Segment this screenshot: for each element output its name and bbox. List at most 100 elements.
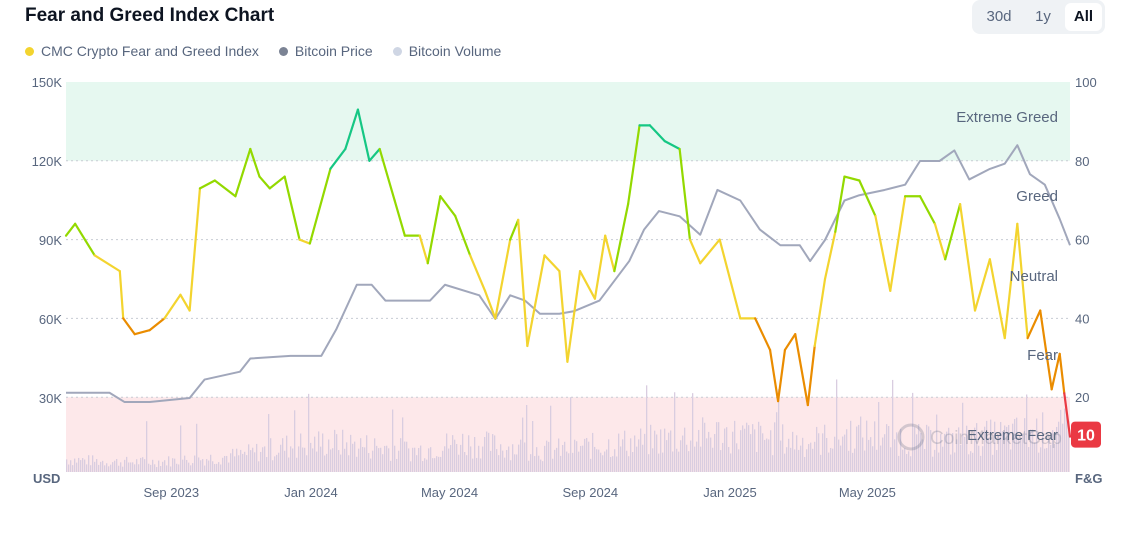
volume-bar	[92, 455, 94, 472]
zone-label: Extreme Greed	[956, 109, 1058, 126]
x-axis-tick-label: Sep 2023	[143, 485, 199, 500]
volume-bar	[284, 450, 286, 472]
volume-bar	[538, 455, 540, 472]
volume-bar	[716, 422, 718, 472]
volume-bar	[866, 420, 868, 472]
volume-bar	[664, 428, 666, 472]
volume-bar	[682, 435, 684, 472]
volume-bar	[306, 455, 308, 472]
range-all-button[interactable]: All	[1065, 3, 1102, 31]
fear-greed-segment	[439, 195, 457, 218]
fear-greed-segment	[1026, 309, 1042, 340]
volume-bar	[694, 446, 696, 472]
volume-bar	[652, 448, 654, 472]
volume-bar	[532, 421, 534, 472]
volume-bar	[678, 451, 680, 472]
volume-bar	[256, 443, 258, 472]
volume-bar	[856, 426, 858, 472]
left-axis-tick-label: 150K	[32, 75, 63, 90]
volume-bar	[836, 379, 838, 472]
volume-bar	[910, 456, 912, 472]
volume-bar	[736, 443, 738, 472]
volume-bar	[386, 445, 388, 472]
volume-bar	[504, 457, 506, 472]
volume-bar	[82, 458, 84, 472]
volume-bar	[720, 450, 722, 472]
volume-bar	[178, 464, 180, 472]
volume-bar	[350, 434, 352, 472]
legend-dot-icon	[392, 46, 402, 56]
volume-bar	[130, 462, 132, 472]
volume-bar	[762, 433, 764, 472]
volume-bar	[202, 459, 204, 472]
volume-bar	[610, 457, 612, 472]
volume-bar	[234, 456, 236, 472]
volume-bar	[118, 465, 120, 472]
volume-bar	[524, 442, 526, 472]
fear-greed-segment	[874, 214, 892, 292]
legend-label: Bitcoin Volume	[408, 43, 502, 59]
volume-bar	[128, 462, 130, 472]
volume-bar	[238, 455, 240, 472]
volume-bar	[242, 453, 244, 472]
fear-greed-segment	[806, 344, 816, 407]
volume-bar	[124, 459, 126, 472]
volume-bar	[906, 454, 908, 472]
right-axis-tick-label: 20	[1075, 390, 1089, 405]
volume-bar	[368, 453, 370, 472]
fear-greed-segment	[188, 187, 202, 312]
volume-bar	[412, 447, 414, 472]
volume-bar	[968, 454, 970, 472]
volume-bar	[854, 448, 856, 472]
volume-bar	[206, 459, 208, 472]
volume-bar	[700, 446, 702, 472]
volume-bar	[1024, 418, 1026, 472]
legend-item-bitcoin-price[interactable]: Bitcoin Price	[278, 43, 373, 59]
volume-bar	[162, 461, 164, 472]
volume-bar	[184, 455, 186, 472]
volume-bar	[572, 452, 574, 472]
left-axis-tick-label: 30K	[39, 391, 62, 406]
fear-greed-segment	[509, 218, 520, 241]
fear-greed-segment	[648, 124, 666, 143]
volume-bar	[830, 447, 832, 472]
fear-greed-segment	[768, 348, 780, 403]
volume-bar	[438, 456, 440, 472]
fear-greed-segment	[64, 222, 77, 237]
volume-bar	[260, 451, 262, 472]
fear-greed-segment	[234, 147, 252, 198]
volume-bar	[928, 426, 930, 472]
volume-bar	[740, 430, 742, 472]
volume-bar	[986, 420, 988, 472]
volume-bar	[584, 438, 586, 472]
volume-bar	[922, 439, 924, 472]
legend-item-bitcoin-volume[interactable]: Bitcoin Volume	[392, 43, 502, 59]
legend-item-fear-greed[interactable]: CMC Crypto Fear and Greed Index	[25, 43, 259, 59]
volume-bar	[894, 439, 896, 472]
range-30d-button[interactable]: 30d	[986, 8, 1012, 25]
fear-greed-segment	[344, 108, 360, 151]
volume-bar	[932, 456, 934, 472]
volume-bar	[1056, 426, 1058, 472]
volume-bar	[726, 427, 728, 472]
volume-bar	[308, 393, 310, 472]
volume-bar	[596, 449, 598, 472]
volume-bar	[282, 438, 284, 472]
volume-bar	[1012, 423, 1014, 472]
volume-bars	[66, 379, 1070, 472]
volume-bar	[520, 439, 522, 472]
volume-bar	[970, 451, 972, 472]
fear-greed-segment	[469, 254, 487, 292]
volume-bar	[72, 465, 74, 472]
volume-bar	[264, 446, 266, 472]
volume-bar	[972, 452, 974, 472]
x-axis-tick-label: May 2024	[421, 485, 478, 500]
volume-bar	[364, 447, 366, 472]
volume-bar	[658, 453, 660, 472]
volume-bar	[764, 439, 766, 472]
volume-bar	[452, 435, 454, 472]
volume-bar	[214, 464, 216, 472]
fear-greed-segment	[118, 270, 125, 320]
range-1y-button[interactable]: 1y	[1035, 8, 1051, 25]
